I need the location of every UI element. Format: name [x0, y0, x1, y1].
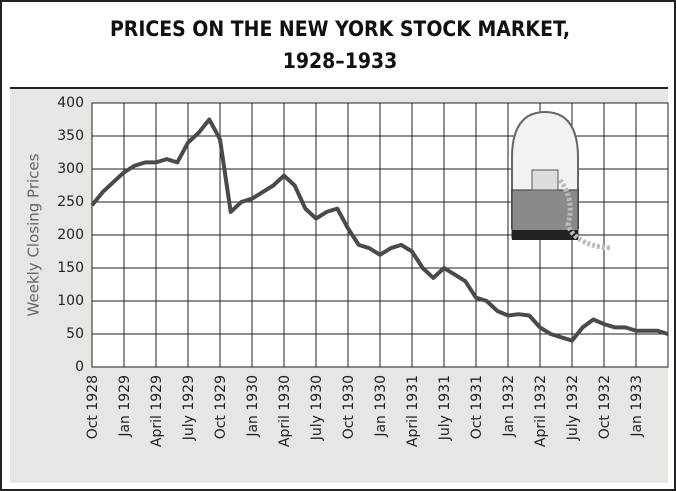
x-tick-label: Oct 1929 — [213, 375, 229, 439]
x-tick-label: July 1932 — [565, 375, 581, 441]
y-tick-label: 100 — [57, 293, 84, 309]
x-tick-label: Oct 1931 — [469, 375, 485, 439]
y-tick-label: 200 — [57, 227, 84, 243]
y-tick-label: 250 — [57, 194, 84, 210]
x-tick-label: Jan 1929 — [117, 375, 133, 438]
chart-title: PRICES ON THE NEW YORK STOCK MARKET, — [110, 17, 570, 41]
x-tick-label: Oct 1928 — [85, 375, 101, 439]
y-axis-label: Weekly Closing Prices — [25, 153, 43, 316]
x-tick-label: Jan 1933 — [629, 375, 645, 438]
y-tick-label: 350 — [57, 128, 84, 144]
ticker-band — [512, 230, 578, 240]
x-tick-label: April 1929 — [149, 375, 165, 447]
chart-subtitle: 1928–1933 — [283, 49, 398, 73]
y-tick-label: 150 — [57, 260, 84, 276]
x-tick-label: July 1930 — [309, 375, 325, 441]
y-tick-label: 50 — [66, 326, 84, 342]
x-tick-label: Jan 1932 — [501, 375, 517, 438]
x-tick-label: Oct 1932 — [597, 375, 613, 439]
x-tick-label: July 1931 — [437, 375, 453, 441]
x-tick-label: April 1930 — [277, 375, 293, 447]
y-tick-label: 0 — [75, 359, 84, 375]
x-tick-label: April 1932 — [533, 375, 549, 447]
ticker-machine — [532, 170, 558, 190]
x-tick-label: Jan 1930 — [245, 375, 261, 438]
x-tick-label: April 1931 — [405, 375, 421, 447]
y-tick-label: 400 — [57, 95, 84, 111]
x-tick-label: Jan 1930 — [373, 375, 389, 438]
x-tick-label: Oct 1930 — [341, 375, 357, 439]
chart: PRICES ON THE NEW YORK STOCK MARKET, 192… — [0, 0, 676, 491]
x-tick-label: July 1929 — [181, 375, 197, 441]
y-tick-label: 300 — [57, 161, 84, 177]
